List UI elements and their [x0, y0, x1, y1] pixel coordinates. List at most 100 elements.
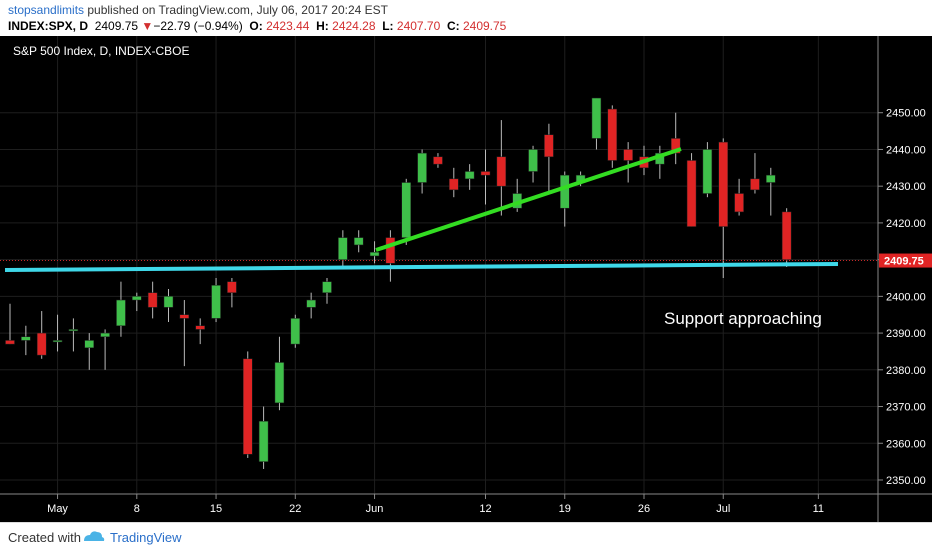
last-price: 2409.75	[94, 19, 139, 33]
chart-background	[0, 36, 932, 522]
candle[interactable]	[623, 142, 633, 183]
open-value: 2423.44	[266, 19, 310, 33]
candle[interactable]	[163, 289, 174, 323]
candle-body	[147, 292, 158, 308]
candle[interactable]	[766, 167, 776, 216]
candle[interactable]	[686, 153, 697, 227]
candle[interactable]	[274, 336, 285, 411]
candle[interactable]	[385, 230, 396, 282]
tradingview-brand[interactable]: TradingView	[110, 530, 182, 545]
candle[interactable]	[496, 120, 507, 216]
candle-body	[258, 420, 269, 462]
candle[interactable]	[528, 145, 538, 183]
high-label: H:	[316, 19, 329, 33]
candle[interactable]	[195, 318, 205, 345]
high-value: 2424.28	[332, 19, 376, 33]
candle[interactable]	[68, 318, 79, 352]
candle[interactable]	[480, 149, 491, 205]
y-tick-label: 2350.00	[886, 475, 926, 487]
candle[interactable]	[147, 281, 158, 319]
author-link[interactable]: stopsandlimits	[8, 3, 85, 17]
candle[interactable]	[21, 325, 31, 356]
y-tick-label: 2380.00	[886, 365, 926, 377]
candle-body	[132, 296, 142, 301]
candle-body	[84, 340, 94, 349]
candle[interactable]	[36, 311, 47, 359]
chart-header: stopsandlimits published on TradingView.…	[0, 0, 932, 36]
candle[interactable]	[211, 277, 221, 323]
candle-body	[702, 149, 713, 194]
support-annotation: Support approaching	[664, 309, 822, 328]
x-tick-label: 15	[210, 503, 222, 515]
x-tick-label: 11	[813, 503, 824, 515]
candle[interactable]	[84, 333, 94, 370]
candle-body	[68, 329, 79, 332]
candle-body	[353, 237, 364, 246]
candle[interactable]	[449, 167, 459, 198]
symbol-label: INDEX:SPX, D	[8, 19, 89, 33]
candle-body	[211, 285, 221, 319]
candle[interactable]	[401, 178, 411, 245]
candle-body	[369, 252, 380, 257]
candle[interactable]	[306, 292, 316, 319]
candle[interactable]	[750, 153, 760, 194]
candle-body	[52, 340, 63, 343]
candle-body	[480, 171, 491, 176]
candle-body	[21, 336, 31, 341]
candle[interactable]	[417, 149, 427, 194]
candlestick-chart[interactable]: S&P 500 Index, D, INDEX-CBOE Support app…	[0, 36, 932, 522]
candle-body	[734, 193, 744, 213]
candle-body	[670, 138, 681, 154]
y-tick-label: 2370.00	[886, 402, 926, 414]
x-tick-label: 26	[638, 503, 650, 515]
candle-body	[607, 108, 618, 161]
footer: Created with TradingView	[0, 522, 932, 551]
candle[interactable]	[591, 97, 602, 150]
candle[interactable]	[290, 314, 301, 348]
y-tick-label: 2430.00	[886, 181, 926, 193]
candle[interactable]	[179, 300, 190, 367]
candle-body	[766, 174, 776, 183]
x-tick-label: Jun	[366, 503, 384, 515]
candle-body	[528, 149, 538, 172]
candle-body	[718, 141, 728, 227]
publish-info: published on TradingView.com, July 06, 2…	[84, 3, 389, 17]
candle[interactable]	[607, 105, 618, 168]
candles	[5, 97, 792, 469]
candle[interactable]	[464, 164, 475, 190]
time-axis: May 8 15 22 Jun 12 19 26 Jul 11	[47, 494, 824, 515]
quote-line: INDEX:SPX, D 2409.75 ▼−22.79 (−0.94%) O:…	[8, 19, 506, 33]
candle[interactable]	[433, 153, 443, 168]
tradingview-logo-icon[interactable]	[82, 529, 106, 545]
candle[interactable]	[718, 138, 728, 278]
candle[interactable]	[353, 230, 364, 253]
candle-body	[116, 299, 126, 326]
candle[interactable]	[227, 277, 237, 308]
candle-body	[401, 182, 411, 238]
candle-body	[36, 332, 47, 356]
candle[interactable]	[670, 112, 681, 165]
trend-line[interactable]	[375, 147, 682, 252]
candle[interactable]	[702, 142, 713, 198]
open-label: O:	[249, 19, 263, 33]
candle-body	[274, 362, 285, 404]
candle[interactable]	[258, 406, 269, 469]
candle[interactable]	[132, 292, 142, 312]
candle[interactable]	[544, 123, 554, 194]
candle[interactable]	[734, 178, 744, 216]
y-tick-label: 2420.00	[886, 218, 926, 230]
support-line[interactable]	[4, 262, 839, 272]
candle[interactable]	[560, 171, 570, 227]
candle[interactable]	[369, 241, 380, 264]
candle[interactable]	[116, 281, 126, 337]
candle-body	[290, 318, 301, 345]
candle[interactable]	[52, 314, 63, 352]
candle-body	[417, 152, 427, 183]
candle[interactable]	[5, 303, 15, 345]
y-tick-label: 2440.00	[886, 144, 926, 156]
candle[interactable]	[100, 329, 110, 370]
candle[interactable]	[781, 208, 792, 267]
candle[interactable]	[322, 277, 332, 304]
candle[interactable]	[243, 351, 253, 458]
chart-title: S&P 500 Index, D, INDEX-CBOE	[13, 44, 190, 58]
